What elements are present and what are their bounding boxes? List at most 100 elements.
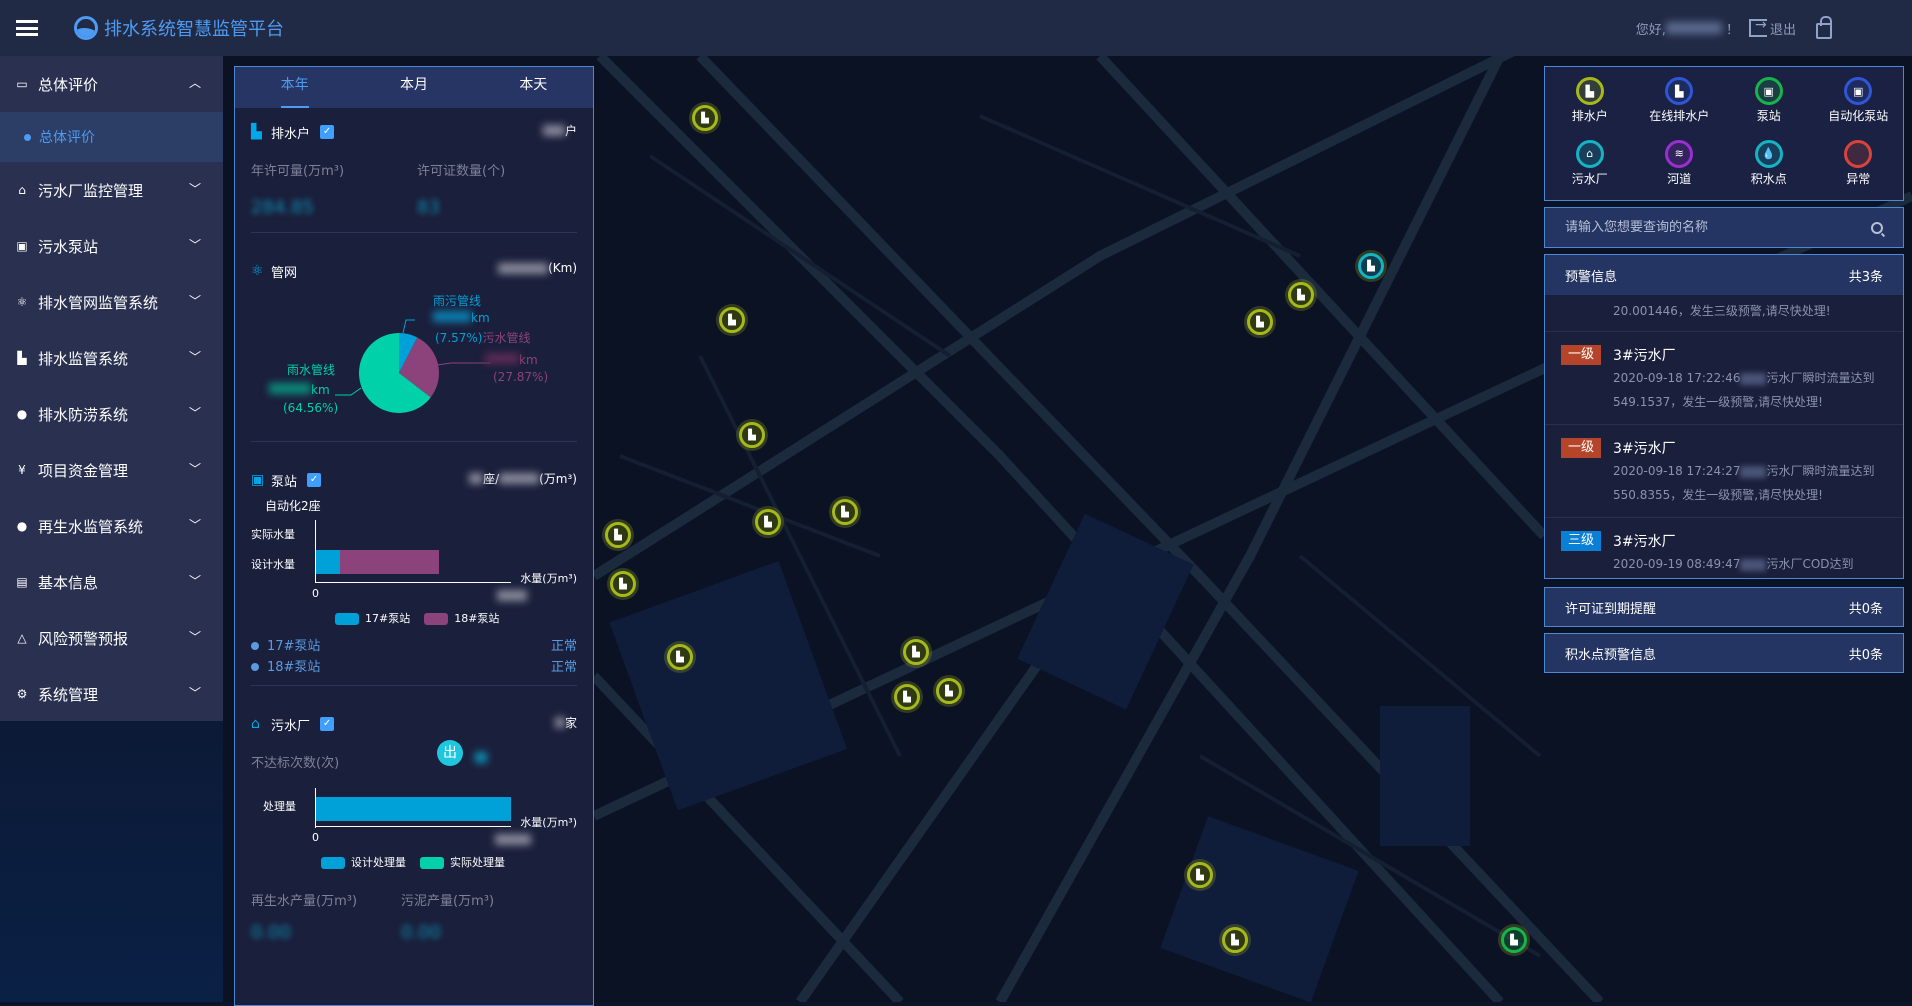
wwtp-checkbox[interactable]: ✓	[320, 717, 335, 731]
warning-text: 污水厂瞬时流量达到	[1766, 464, 1875, 478]
map-marker-icon[interactable]: ▙	[739, 422, 765, 448]
legend-item[interactable]: 异常	[1814, 138, 1904, 192]
divider	[251, 685, 577, 686]
sidebar-item-label: 基本信息	[38, 573, 99, 592]
logout-button[interactable]: 退出	[1748, 17, 1796, 38]
money-icon: ¥	[18, 463, 26, 477]
map-marker-icon[interactable]: ▙	[1222, 927, 1248, 953]
x-tick-zero: 0	[312, 587, 319, 600]
sidebar-item[interactable]: ¥ 项目资金管理 ﹀	[0, 442, 223, 498]
tab-day[interactable]: 本天	[519, 77, 548, 93]
name-blurred	[1740, 558, 1767, 571]
y-axis	[315, 520, 316, 582]
warning-item-partial[interactable]: 20.001446，发生三级预警,请尽快处理!	[1545, 295, 1903, 332]
sidebar-item[interactable]: △ 风险预警预报 ﹀	[0, 610, 223, 666]
map-marker-icon[interactable]: ▙	[667, 644, 693, 670]
warning-item[interactable]: 三级 3#污水厂 2020-09-19 08:49:47 污水厂COD达到	[1545, 518, 1903, 578]
legend-item[interactable]: ▙ 排水户	[1545, 75, 1635, 129]
map-marker-icon[interactable]: ▙	[719, 307, 745, 333]
bar-17-pump	[316, 550, 340, 574]
greeting: 您好, ！	[1636, 19, 1739, 38]
pie-pct-rain: (64.56%)	[283, 401, 339, 415]
sidebar-item-label: 系统管理	[38, 685, 99, 704]
map-marker-icon[interactable]: ▙	[610, 571, 636, 597]
overview-panel: 本年 本月 本天 ▙ 排水户 ✓ 户 年许可量(万m³) 284.85 许可证数量(个…	[234, 66, 594, 1006]
map-marker-icon[interactable]: ▙	[1358, 253, 1384, 279]
sidebar-background	[0, 721, 223, 1002]
map-marker-icon[interactable]: ▙	[936, 678, 962, 704]
warning-item-title: 3#污水厂	[1613, 348, 1676, 364]
chevron-down-icon: ﹀	[188, 518, 201, 532]
sidebar-item[interactable]: ▣ 污水泵站 ﹀	[0, 218, 223, 274]
map-marker-icon[interactable]: ▙	[755, 509, 781, 535]
name-blurred	[1740, 465, 1767, 478]
sidebar-item[interactable]: ▙ 排水监管系统 ﹀	[0, 330, 223, 386]
sidebar-item[interactable]: ⚙ 系统管理 ﹀	[0, 666, 223, 722]
x-tick-blurred	[497, 590, 527, 601]
sidebar-item[interactable]: ⚛ 排水管网监管系统 ﹀	[0, 274, 223, 330]
section-title: 管网	[271, 265, 298, 281]
warning-header[interactable]: 预警信息 共3条	[1545, 255, 1903, 295]
warning-title: 预警信息	[1565, 269, 1618, 285]
lock-icon[interactable]	[1816, 16, 1832, 39]
sidebar-item-label: 风险预警预报	[38, 629, 129, 648]
legend-item[interactable]: ⌂ 污水厂	[1545, 138, 1635, 192]
unit: (万m³)	[539, 472, 577, 486]
warning-item-title: 3#污水厂	[1613, 441, 1676, 457]
reclaimed-label: 再生水产量(万m³)	[251, 894, 358, 909]
legend-label: 异常	[1846, 171, 1871, 186]
map-marker-icon[interactable]: ▙	[903, 639, 929, 665]
sidebar-item[interactable]: ▤ 基本信息 ﹀	[0, 554, 223, 610]
legend-item[interactable]: ≋ 河道	[1635, 138, 1725, 192]
drain-households-checkbox[interactable]: ✓	[320, 125, 335, 139]
sidebar-subitem[interactable]: 总体评价	[0, 112, 223, 162]
permit-expiry-panel[interactable]: 许可证到期提醒 共0条	[1544, 587, 1904, 627]
building-icon: ▙	[251, 124, 262, 140]
sidebar-item-label: 排水监管系统	[38, 349, 129, 368]
warning-panel: 预警信息 共3条 20.001446，发生三级预警,请尽快处理! 一级 3#污水厂 …	[1544, 254, 1904, 579]
pump-station-checkbox[interactable]: ✓	[307, 473, 322, 487]
sidebar-item-label: 再生水监管系统	[38, 517, 144, 536]
search-icon[interactable]	[1871, 221, 1883, 234]
ponding-warning-panel[interactable]: 积水点预警信息 共0条	[1544, 633, 1904, 673]
pie-slice[interactable]	[399, 333, 418, 373]
water-icon: ●	[16, 519, 28, 533]
menu-toggle-icon[interactable]	[16, 20, 38, 36]
tab-year[interactable]: 本年	[235, 67, 354, 108]
pie-slice[interactable]	[359, 333, 431, 413]
map-marker-icon[interactable]: ▙	[1501, 927, 1527, 953]
warning-item[interactable]: 一级 3#污水厂 2020-09-18 17:22:46 污水厂瞬时流量达到 549.…	[1545, 332, 1903, 425]
map-marker-icon[interactable]: ▙	[692, 105, 718, 131]
map-marker-icon[interactable]: ▙	[832, 499, 858, 525]
pump-icon: ▣	[251, 472, 265, 488]
sidebar-item[interactable]: ▭ 总体评价 ︿	[0, 56, 223, 112]
pump-row[interactable]: 17#泵站 正常	[251, 634, 577, 655]
map-marker-icon[interactable]: ▙	[605, 522, 631, 548]
tab-month[interactable]: 本月	[399, 77, 428, 93]
sidebar-item[interactable]: ● 排水防涝系统 ﹀	[0, 386, 223, 442]
pie-slice[interactable]	[399, 337, 439, 398]
legend-item: 实际处理量	[420, 854, 505, 870]
search-input[interactable]	[1565, 220, 1845, 235]
pump-row[interactable]: 18#泵站 正常	[251, 655, 577, 676]
map-marker-icon[interactable]: ▙	[1247, 309, 1273, 335]
count-blurred	[469, 473, 484, 484]
legend-label: 18#泵站	[454, 612, 500, 625]
legend-item[interactable]: 💧 积水点	[1724, 138, 1814, 192]
unit: 家	[564, 716, 577, 730]
map-marker-icon[interactable]: ▙	[1288, 282, 1314, 308]
pipe-pie-chart	[335, 319, 491, 413]
pump-station-section: ▣ 泵站 ✓ 座/ (万m³) 自动化2座 实际水量 设计水量 0 水量(万m³) 1…	[235, 470, 593, 685]
map-marker-icon[interactable]: ▙	[1187, 862, 1213, 888]
legend-item[interactable]: ▙ 在线排水户	[1635, 75, 1725, 129]
sidebar-item[interactable]: ⌂ 污水厂监控管理 ﹀	[0, 162, 223, 218]
bar-18-pump	[340, 550, 439, 574]
legend-item[interactable]: ▣ 泵站	[1724, 75, 1814, 129]
alert-icon	[1844, 139, 1873, 168]
sidebar-item[interactable]: ● 再生水监管系统 ﹀	[0, 498, 223, 554]
warning-item[interactable]: 一级 3#污水厂 2020-09-18 17:24:27 污水厂瞬时流量达到 550.…	[1545, 425, 1903, 518]
chevron-down-icon: ﹀	[188, 686, 201, 700]
outflow-badge[interactable]: 出	[437, 740, 463, 766]
map-marker-icon[interactable]: ▙	[894, 684, 920, 710]
legend-item[interactable]: ▣ 自动化泵站	[1814, 75, 1904, 129]
